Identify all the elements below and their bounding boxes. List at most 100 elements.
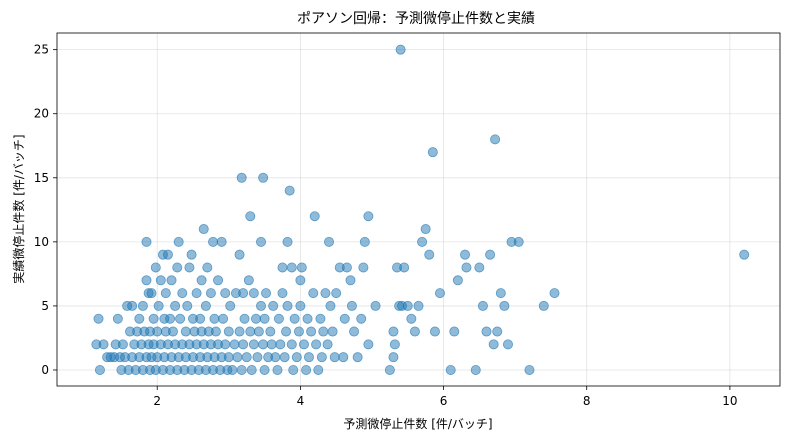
- data-point: [148, 313, 159, 324]
- data-point: [477, 300, 488, 311]
- data-point: [253, 326, 264, 337]
- data-point: [460, 249, 471, 260]
- data-point: [293, 326, 304, 337]
- y-tick-label: 20: [34, 107, 49, 121]
- data-point: [98, 339, 109, 350]
- data-point: [236, 364, 247, 375]
- data-point: [165, 313, 176, 324]
- data-point: [524, 364, 535, 375]
- data-point: [252, 352, 263, 363]
- data-point: [256, 236, 267, 247]
- y-tick-label: 15: [34, 171, 49, 185]
- data-point: [153, 300, 164, 311]
- data-point: [538, 300, 549, 311]
- data-point: [175, 313, 186, 324]
- data-point: [166, 275, 177, 286]
- data-point: [248, 288, 259, 299]
- data-point: [427, 147, 438, 158]
- chart-title: ポアソン回帰：予測微停止件数と実績: [297, 10, 535, 27]
- data-point: [141, 275, 152, 286]
- data-point: [452, 275, 463, 286]
- data-point: [277, 262, 288, 273]
- data-point: [239, 313, 250, 324]
- data-point: [223, 352, 234, 363]
- data-point: [470, 364, 481, 375]
- data-point: [251, 313, 262, 324]
- data-point: [152, 326, 163, 337]
- data-point: [195, 313, 206, 324]
- data-point: [268, 300, 279, 311]
- data-point: [461, 262, 472, 273]
- data-point: [338, 352, 349, 363]
- data-point: [488, 339, 499, 350]
- data-point: [406, 313, 417, 324]
- x-tick-label: 10: [722, 394, 737, 408]
- data-point: [445, 364, 456, 375]
- data-point: [220, 339, 231, 350]
- data-point: [739, 249, 750, 260]
- data-point: [200, 300, 211, 311]
- data-point: [320, 288, 331, 299]
- data-point: [182, 300, 193, 311]
- data-point: [248, 339, 259, 350]
- data-point: [266, 339, 277, 350]
- data-point: [259, 364, 270, 375]
- data-point: [296, 262, 307, 273]
- data-point: [180, 326, 191, 337]
- data-point: [424, 249, 435, 260]
- data-point: [481, 326, 492, 337]
- data-point: [549, 288, 560, 299]
- data-point: [265, 326, 276, 337]
- data-point: [492, 326, 503, 337]
- data-point: [256, 300, 267, 311]
- axis-ticks: 2 4 6 8 10 0 5 10 15 20 25: [34, 43, 738, 408]
- data-point: [429, 326, 440, 337]
- data-point: [210, 326, 221, 337]
- data-point: [202, 262, 213, 273]
- data-point: [208, 236, 219, 247]
- data-point: [184, 262, 195, 273]
- x-axis-label: 予測微停止件数 [件/バッチ]: [343, 416, 492, 431]
- data-point: [112, 313, 123, 324]
- data-point: [172, 262, 183, 273]
- data-point: [177, 288, 188, 299]
- data-point: [298, 339, 309, 350]
- data-point: [196, 275, 207, 286]
- data-point: [327, 326, 338, 337]
- data-point: [220, 288, 231, 299]
- data-point: [485, 249, 496, 260]
- data-point: [275, 339, 286, 350]
- data-point: [303, 352, 314, 363]
- data-point: [345, 275, 356, 286]
- data-point: [209, 313, 220, 324]
- data-point: [229, 339, 240, 350]
- data-point: [311, 339, 322, 350]
- data-point: [241, 352, 252, 363]
- x-tick-label: 4: [297, 394, 305, 408]
- data-point: [284, 185, 295, 196]
- data-point: [289, 313, 300, 324]
- data-point: [384, 364, 395, 375]
- x-tick-label: 8: [583, 394, 591, 408]
- data-point: [490, 134, 501, 145]
- data-point: [370, 300, 381, 311]
- data-point: [322, 339, 333, 350]
- data-point: [288, 364, 299, 375]
- data-point: [313, 364, 324, 375]
- data-point: [308, 288, 319, 299]
- data-point: [331, 288, 342, 299]
- data-point: [316, 352, 327, 363]
- y-axis-label: 実績微停止件数 [件/バッチ]: [11, 134, 26, 283]
- data-point: [417, 236, 428, 247]
- data-point: [309, 211, 320, 222]
- data-point: [213, 275, 224, 286]
- data-point: [258, 172, 269, 183]
- data-point: [513, 236, 524, 247]
- data-point: [205, 288, 216, 299]
- data-point: [216, 236, 227, 247]
- data-point: [359, 236, 370, 247]
- data-point: [499, 300, 510, 311]
- data-point: [191, 288, 202, 299]
- data-point: [301, 364, 312, 375]
